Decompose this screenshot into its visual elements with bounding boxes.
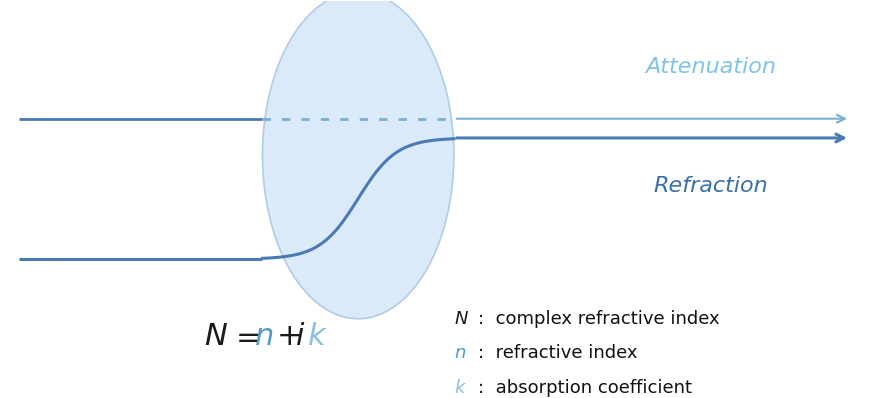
Text: :  refractive index: : refractive index (478, 344, 638, 363)
Text: :  complex refractive index: : complex refractive index (478, 310, 720, 328)
Text: $\it{N}$: $\it{N}$ (203, 320, 228, 351)
Text: $\it{k}$: $\it{k}$ (454, 379, 467, 397)
Text: Refraction: Refraction (653, 176, 768, 196)
Text: Attenuation: Attenuation (645, 57, 776, 77)
Text: $\it{N}$: $\it{N}$ (454, 310, 469, 328)
Text: $\it{n}$: $\it{n}$ (454, 344, 466, 363)
Ellipse shape (263, 0, 454, 319)
Text: $=$: $=$ (230, 320, 260, 351)
Text: $\it{i}$: $\it{i}$ (295, 320, 305, 351)
Text: $\it{k}$: $\it{k}$ (306, 320, 327, 351)
Text: :  absorption coefficient: : absorption coefficient (478, 379, 692, 397)
Text: $+$: $+$ (276, 320, 300, 351)
Text: $\it{n}$: $\it{n}$ (254, 320, 273, 351)
